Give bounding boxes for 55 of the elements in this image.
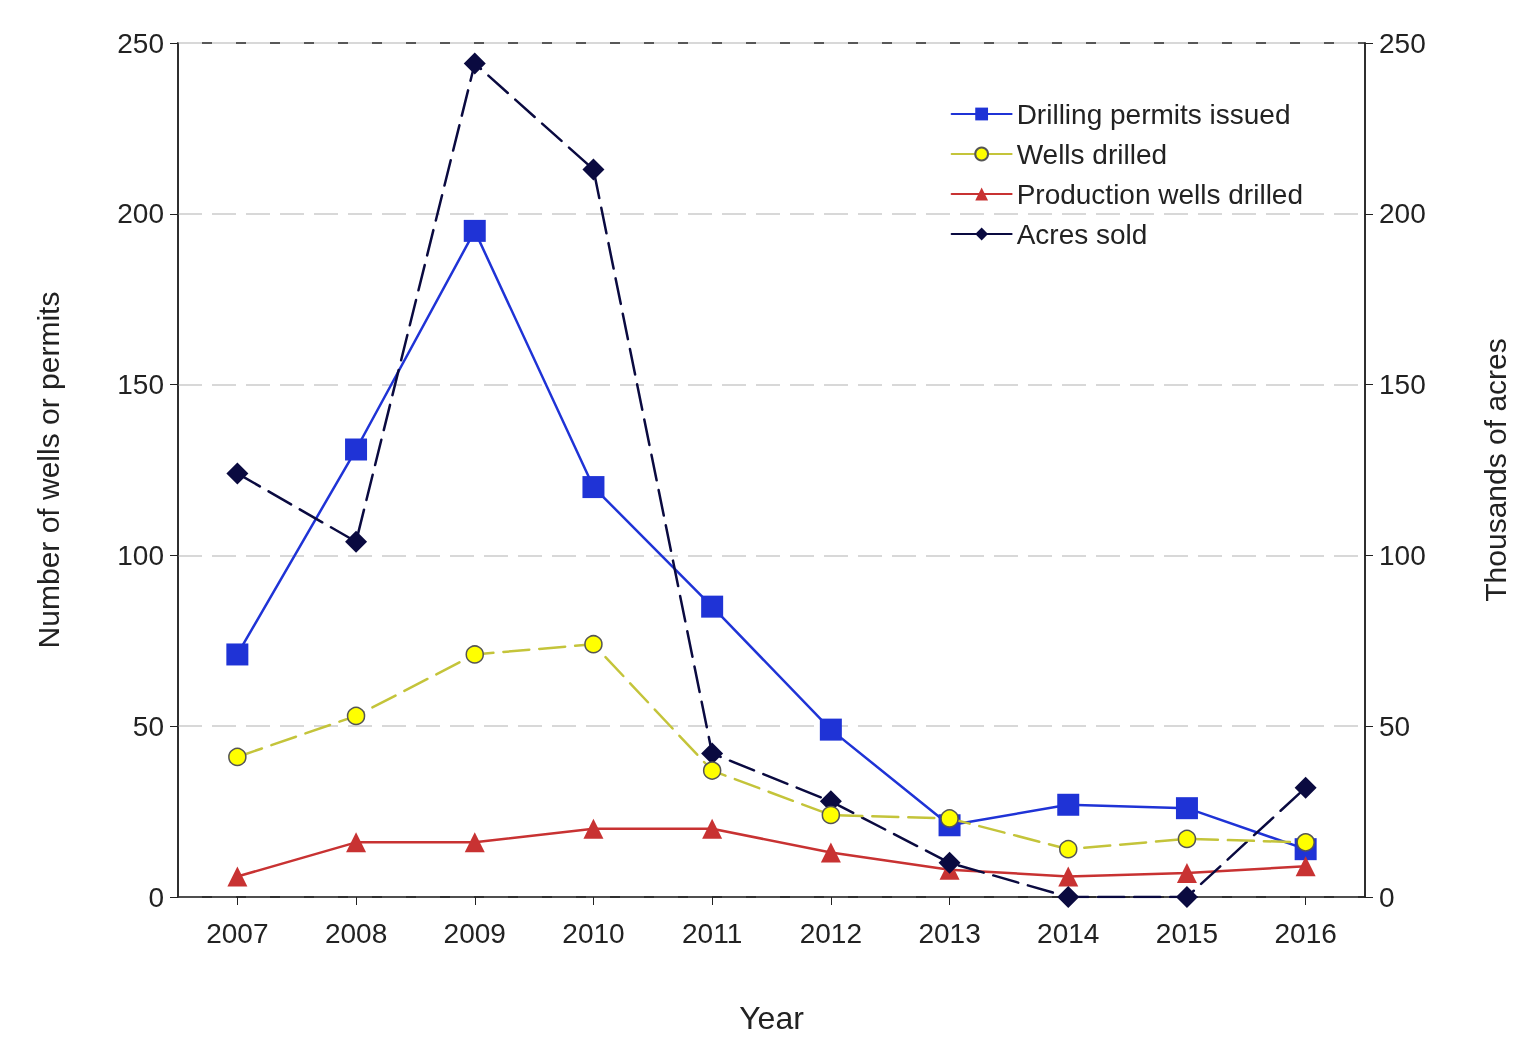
point xyxy=(938,851,961,874)
x-tick-label: 2010 xyxy=(562,917,625,949)
point xyxy=(1175,886,1198,908)
point xyxy=(582,476,605,499)
y2-tick-label: 50 xyxy=(1379,710,1411,742)
y2-tick-label: 250 xyxy=(1379,27,1426,59)
legend-label: Acres sold xyxy=(1016,218,1148,250)
x-tick-label: 2015 xyxy=(1155,917,1219,949)
point xyxy=(583,818,604,839)
point xyxy=(463,52,486,75)
point xyxy=(819,718,842,741)
point xyxy=(820,842,841,863)
point xyxy=(1176,863,1197,884)
y-tick-label: 100 xyxy=(117,539,164,571)
point xyxy=(1058,866,1079,887)
point xyxy=(1057,886,1080,908)
x-tick-label: 2008 xyxy=(324,917,388,949)
x-tick-label: 2016 xyxy=(1274,917,1337,949)
y-tick-label: 150 xyxy=(117,369,164,401)
point xyxy=(701,595,724,618)
y2-tick-label: 150 xyxy=(1379,369,1426,401)
point xyxy=(464,832,485,853)
y2-tick-label: 100 xyxy=(1379,539,1426,571)
y-axis-title: Number of wells or permits xyxy=(31,291,65,649)
y-tick-label: 250 xyxy=(117,27,164,59)
y-tick-label: 50 xyxy=(132,710,164,742)
point xyxy=(463,219,486,242)
legend-label: Drilling permits issued xyxy=(1016,98,1291,130)
y2-axis-title: Thousands of acres xyxy=(1478,338,1512,602)
point xyxy=(226,462,249,485)
point xyxy=(1295,856,1316,877)
x-axis-title: Year xyxy=(739,1000,805,1036)
x-tick-label: 2007 xyxy=(206,917,269,949)
legend-label: Production wells drilled xyxy=(1016,178,1303,210)
x-tick-label: 2011 xyxy=(682,917,743,949)
point xyxy=(582,158,605,181)
y-tick-label: 0 xyxy=(148,881,164,913)
point xyxy=(701,742,724,765)
x-tick-label: 2013 xyxy=(918,917,981,949)
point xyxy=(226,643,249,666)
point xyxy=(345,530,368,553)
x-tick-label: 2014 xyxy=(1037,917,1100,949)
point xyxy=(1294,776,1317,799)
x-tick-label: 2009 xyxy=(443,917,506,949)
y2-tick-label: 200 xyxy=(1379,198,1426,230)
y2-tick-label: 0 xyxy=(1379,881,1395,913)
point xyxy=(346,832,367,853)
y-tick-label: 200 xyxy=(117,198,164,230)
point xyxy=(702,818,723,839)
point xyxy=(345,438,368,461)
point xyxy=(227,866,248,887)
x-tick-label: 2012 xyxy=(799,917,862,949)
point xyxy=(1057,793,1080,816)
legend-label: Wells drilled xyxy=(1016,138,1168,170)
point xyxy=(1175,797,1198,820)
